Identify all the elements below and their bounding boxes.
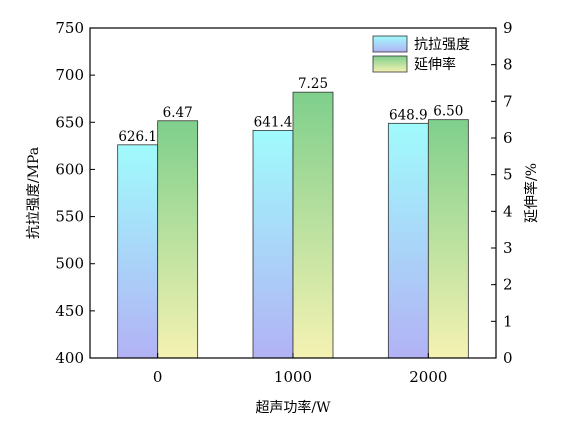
y-axis-right-title: 延伸率/% [523, 163, 540, 223]
bar-elongation-2000 [427, 119, 469, 359]
y-left-tick-label: 700 [55, 66, 84, 84]
legend-label-strength: 抗拉强度 [414, 37, 470, 53]
data-label-elongation-0: 6.47 [163, 105, 193, 121]
y-right-tick-label: 2 [503, 276, 513, 294]
bar-strength-1000 [252, 129, 294, 359]
y-right-tick-label: 7 [503, 92, 513, 110]
x-tick-label: 2000 [409, 368, 447, 386]
bar-strength-2000 [387, 122, 429, 359]
y-left-tick-label: 400 [55, 349, 84, 367]
y-left-tick-label: 450 [55, 302, 84, 320]
y-left-tick-label: 550 [55, 208, 84, 226]
y-right-tick-label: 1 [503, 312, 513, 330]
y-left-tick-label: 650 [55, 113, 84, 131]
legend-swatch-elongation [372, 55, 408, 73]
y-right-tick-label: 9 [503, 19, 513, 37]
ticks-layer: 400 450 500 550 600 650 700 750 0 1 2 3 4 5 6 7 8 9 0 1000 2… [55, 19, 512, 386]
data-label-strength-2000: 648.9 [389, 107, 428, 123]
y-axis-left-title: 抗拉强度/MPa [26, 147, 42, 239]
x-tick-label: 1000 [274, 368, 312, 386]
y-left-tick-label: 500 [55, 255, 84, 273]
y-right-tick-label: 3 [503, 239, 513, 257]
bar-strength-0 [117, 144, 159, 359]
bars-layer [117, 91, 469, 359]
x-tick-label: 0 [153, 368, 163, 386]
y-left-tick-label: 600 [55, 160, 84, 178]
y-right-tick-label: 0 [503, 349, 513, 367]
y-right-tick-label: 8 [503, 56, 513, 74]
data-labels-layer: 626.1 6.47 641.4 7.25 648.9 6.50 [118, 76, 463, 145]
legend-swatch-strength [372, 35, 408, 53]
y-right-tick-label: 5 [503, 166, 513, 184]
y-right-tick-label: 6 [503, 129, 513, 147]
data-label-elongation-1000: 7.25 [298, 76, 328, 92]
data-label-strength-1000: 641.4 [254, 114, 293, 130]
bar-elongation-1000 [292, 91, 334, 359]
x-axis-title: 超声功率/W [255, 399, 331, 416]
legend-label-elongation: 延伸率 [414, 56, 456, 73]
bar-elongation-0 [157, 120, 199, 359]
data-label-elongation-2000: 6.50 [433, 104, 463, 120]
data-label-strength-0: 626.1 [118, 129, 157, 145]
y-left-tick-label: 750 [55, 19, 84, 37]
y-right-tick-label: 4 [503, 202, 513, 220]
